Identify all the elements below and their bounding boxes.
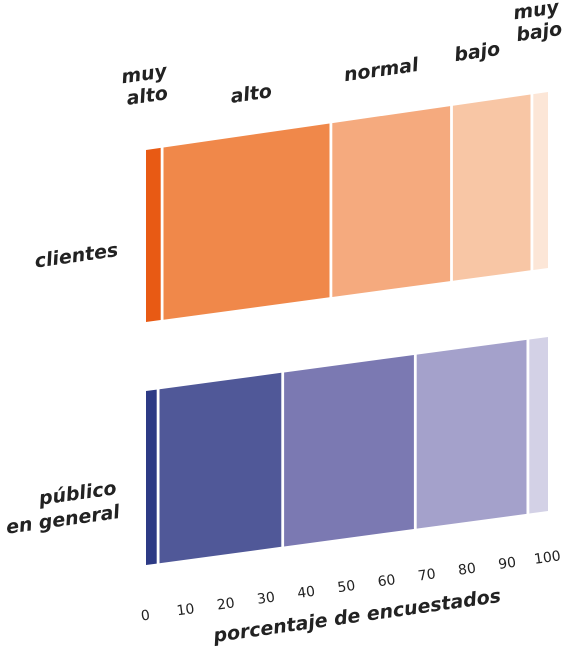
x-tick-label-90: 90	[497, 555, 517, 573]
x-tick-label-50: 50	[337, 578, 357, 596]
x-tick-label-80: 80	[457, 560, 477, 578]
category-label-bajo-line0: bajo	[453, 38, 502, 66]
category-label-alto-line0: alto	[229, 80, 273, 108]
bar-segment-r0-normal	[332, 106, 451, 297]
category-label-normal-line0: normal	[342, 54, 420, 86]
x-axis-title: porcentaje de encuestados	[211, 585, 502, 646]
x-tick-label-70: 70	[417, 566, 437, 584]
bar-segment-r0-bajo	[452, 94, 531, 281]
bar-segment-r0-muy-alto	[146, 147, 161, 322]
x-tick-label-40: 40	[296, 584, 316, 602]
bar-segment-r1-alto	[159, 372, 282, 564]
bar-segment-r1-muy-alto	[146, 389, 157, 565]
bar-segment-r0-muy-bajo	[533, 92, 548, 270]
bar-segment-r1-bajo	[416, 339, 527, 529]
category-label-muy-alto-line1: alto	[125, 82, 169, 110]
x-tick-label-20: 20	[216, 595, 236, 613]
bar-segment-r1-normal	[284, 355, 414, 547]
bar-segment-r1-muy-bajo	[529, 337, 548, 514]
x-tick-label-30: 30	[256, 589, 276, 607]
x-tick-label-100: 100	[533, 548, 562, 568]
bars-layer	[146, 92, 548, 565]
x-tick-label-0: 0	[140, 607, 151, 624]
x-tick-label-60: 60	[377, 572, 397, 590]
x-tick-label-10: 10	[176, 601, 196, 619]
row-label-0-line0: clientes	[33, 239, 119, 272]
bar-segment-r0-alto	[163, 123, 330, 320]
